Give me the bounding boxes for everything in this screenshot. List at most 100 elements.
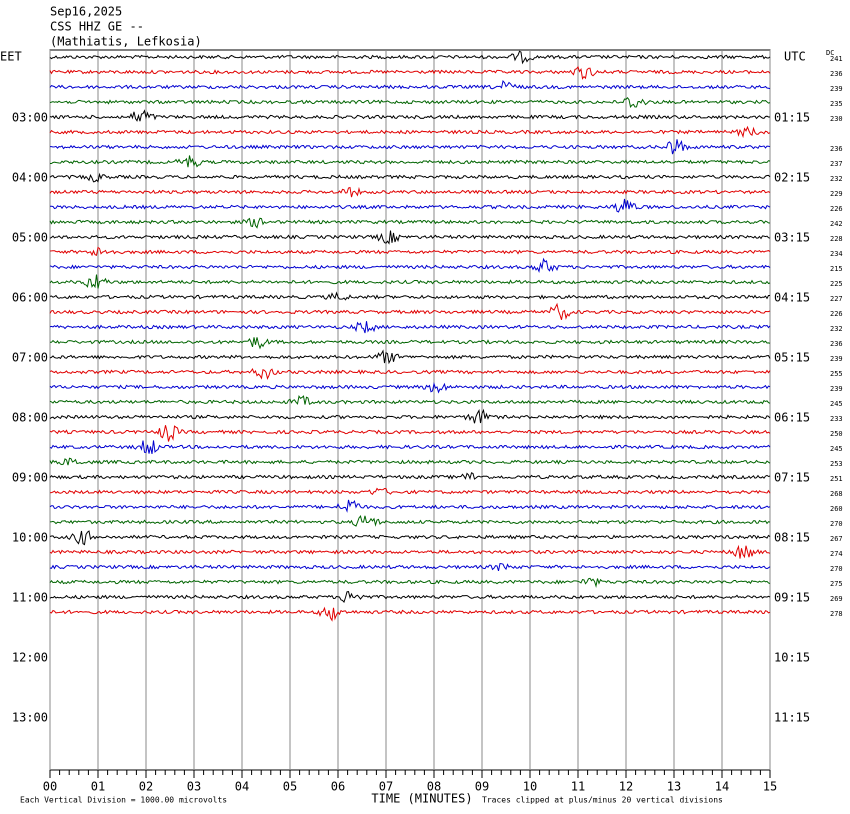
right-axis-label: UTC [784, 50, 806, 64]
trace [49, 109, 770, 122]
left-row-label: 09:00 [12, 471, 48, 485]
trace [49, 246, 771, 257]
right-row-label: 10:15 [774, 651, 810, 665]
dc-value: 239 [830, 385, 843, 393]
left-row-label: 07:00 [12, 351, 48, 365]
trace [49, 408, 771, 424]
left-row-label: 03:00 [12, 111, 48, 125]
trace [49, 230, 771, 245]
trace [49, 472, 771, 481]
trace [49, 125, 771, 139]
trace [49, 172, 771, 183]
x-tick-label: 06 [331, 780, 345, 794]
trace [49, 186, 771, 198]
trace [49, 198, 771, 213]
right-row-label: 08:15 [774, 531, 810, 545]
dc-value: 215 [830, 265, 843, 273]
dc-value: 236 [830, 145, 843, 153]
trace [49, 487, 771, 496]
x-tick-label: 00 [43, 780, 57, 794]
trace [49, 514, 771, 527]
dc-value: 274 [830, 550, 843, 558]
x-tick-label: 09 [475, 780, 489, 794]
trace [49, 79, 771, 90]
left-axis-label: EET [0, 50, 22, 64]
left-row-label: 05:00 [12, 231, 48, 245]
trace [50, 155, 771, 168]
dc-value: 250 [830, 430, 843, 438]
right-row-label: 09:15 [774, 591, 810, 605]
dc-value: 232 [830, 175, 843, 183]
x-tick-label: 03 [187, 780, 201, 794]
left-row-label: 11:00 [12, 591, 48, 605]
trace [49, 321, 771, 334]
dc-value: 226 [830, 205, 843, 213]
dc-value: 253 [830, 460, 843, 468]
left-row-label: 08:00 [12, 411, 48, 425]
title-line: CSS HHZ GE -- [50, 20, 144, 34]
trace [49, 367, 771, 381]
trace [49, 50, 771, 65]
dc-value: 232 [830, 325, 843, 333]
dc-value: 239 [830, 85, 843, 93]
x-tick-label: 04 [235, 780, 249, 794]
trace [49, 302, 771, 320]
trace [49, 274, 771, 289]
trace [49, 457, 771, 466]
dc-value: 251 [830, 475, 843, 483]
clip-note: Traces clipped at plus/minus 20 vertical… [482, 796, 723, 805]
dc-value: 269 [830, 595, 843, 603]
right-row-label: 02:15 [774, 171, 810, 185]
dc-value: 275 [830, 580, 843, 588]
trace [49, 394, 771, 405]
dc-value: 236 [830, 340, 843, 348]
dc-value: 245 [830, 445, 843, 453]
title-line: (Mathiatis, Lefkosia) [50, 35, 202, 49]
x-tick-label: 13 [667, 780, 681, 794]
trace [49, 544, 771, 559]
dc-value: 278 [830, 610, 843, 618]
dc-value: 225 [830, 280, 843, 288]
right-row-label: 04:15 [774, 291, 810, 305]
left-row-label: 06:00 [12, 291, 48, 305]
trace [50, 337, 771, 350]
left-row-label: 13:00 [12, 711, 48, 725]
dc-value: 229 [830, 190, 843, 198]
trace [50, 139, 771, 155]
trace [49, 425, 771, 442]
dc-value: 233 [830, 415, 843, 423]
x-tick-label: 12 [619, 780, 633, 794]
x-tick-label: 07 [379, 780, 393, 794]
x-axis-label: TIME (MINUTES) [371, 792, 472, 806]
x-tick-label: 11 [571, 780, 585, 794]
right-row-label: 11:15 [774, 711, 810, 725]
dc-value: 234 [830, 250, 843, 258]
dc-value: 230 [830, 115, 843, 123]
dc-value: 260 [830, 505, 843, 513]
right-row-label: 01:15 [774, 111, 810, 125]
dc-value: 270 [830, 565, 843, 573]
x-tick-label: 15 [763, 780, 777, 794]
dc-value: 270 [830, 520, 843, 528]
trace [49, 562, 771, 572]
x-tick-label: 02 [139, 780, 153, 794]
x-tick-label: 01 [91, 780, 105, 794]
dc-value: 267 [830, 535, 843, 543]
x-tick-label: 14 [715, 780, 729, 794]
right-row-label: 07:15 [774, 471, 810, 485]
left-row-label: 04:00 [12, 171, 48, 185]
dc-value: 255 [830, 370, 843, 378]
right-row-label: 06:15 [774, 411, 810, 425]
dc-value: 235 [830, 100, 843, 108]
trace [49, 606, 771, 622]
trace [49, 291, 770, 301]
dc-value: 268 [830, 490, 843, 498]
trace [49, 440, 771, 454]
x-tick-label: 05 [283, 780, 297, 794]
trace [49, 577, 771, 588]
trace [49, 349, 771, 365]
dc-value: 237 [830, 160, 843, 168]
x-tick-label: 10 [523, 780, 537, 794]
trace [49, 65, 771, 80]
